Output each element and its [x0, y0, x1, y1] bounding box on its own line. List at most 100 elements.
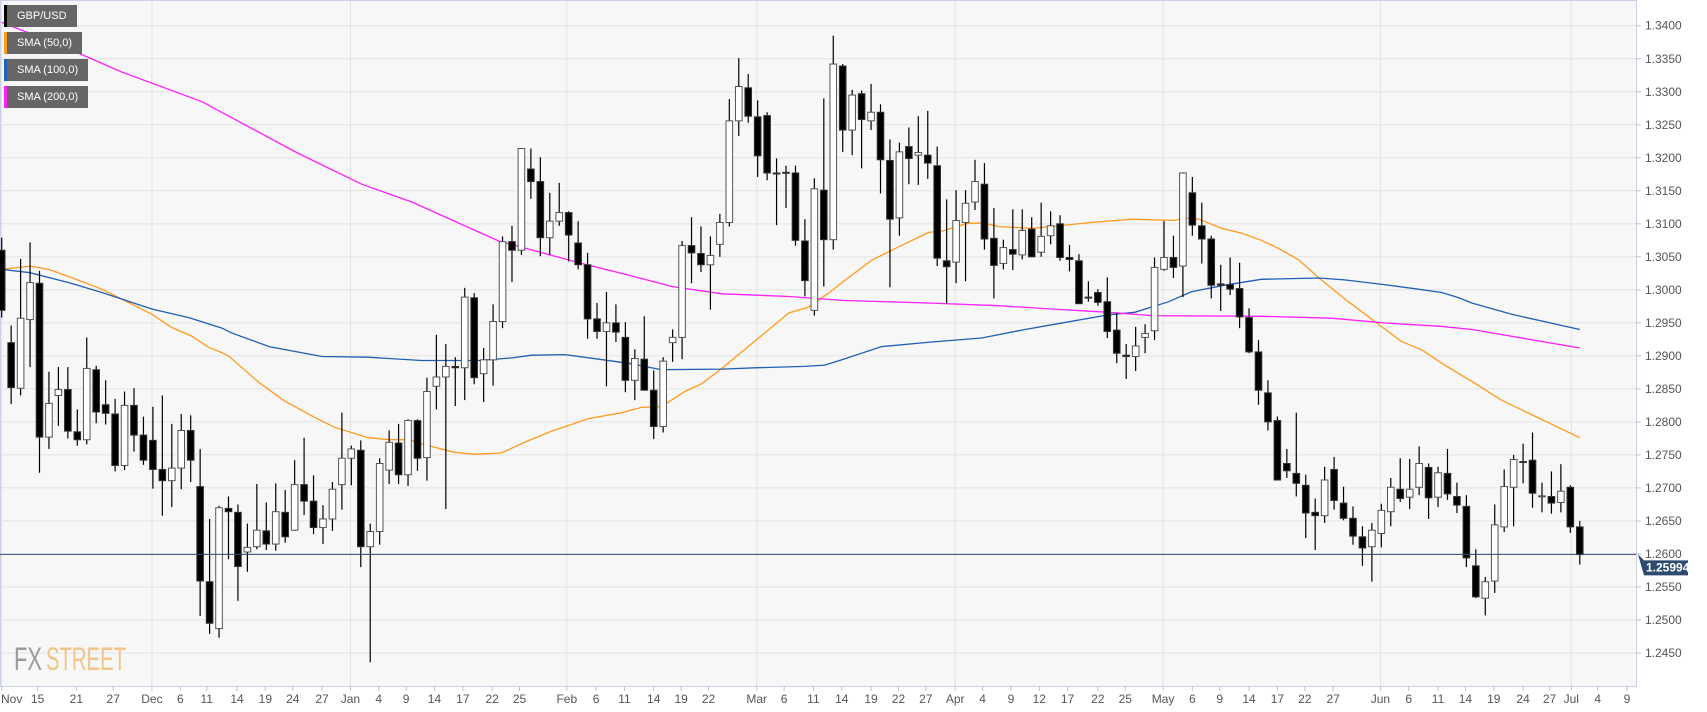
grid-lines [1, 1, 1636, 686]
candle-bullish [442, 343, 450, 510]
candle-bearish [1396, 458, 1405, 502]
candle-bearish [262, 502, 271, 550]
candle-body [1094, 291, 1102, 303]
y-tick-label: 1.3100 [1645, 217, 1682, 231]
candle-body [697, 253, 705, 266]
candle-bearish [876, 104, 885, 194]
x-tick-label: 19 [1487, 692, 1501, 706]
candle-body [0, 249, 6, 311]
candle-body [1575, 526, 1584, 556]
y-tick-label: 1.3150 [1645, 184, 1682, 198]
x-tick-label: 15 [31, 692, 45, 706]
candle-body [687, 245, 696, 254]
candle-bullish [895, 142, 904, 236]
candle-bearish [413, 419, 422, 471]
candle-bearish [1197, 202, 1206, 264]
candle-body [470, 297, 478, 379]
candle-bearish [564, 211, 573, 262]
candle-bearish [101, 380, 110, 425]
candle-body [545, 220, 554, 239]
candle-bullish [867, 83, 875, 131]
candle-body [328, 488, 337, 520]
candle-body [895, 151, 904, 219]
candle-body [1197, 225, 1206, 240]
candle-bearish [801, 219, 809, 297]
candle-body [631, 358, 639, 381]
y-tick-label: 1.3250 [1645, 118, 1682, 132]
candle-bearish [149, 406, 157, 489]
logo-fx: FX [14, 641, 42, 677]
candle-body [668, 336, 677, 344]
candle-body [338, 457, 346, 486]
candle-body [54, 389, 63, 396]
sma-lines [1, 21, 1581, 455]
candle-body [763, 115, 771, 174]
sma-line-200-0 [1, 21, 1580, 349]
candle-body [404, 420, 412, 476]
candle-bearish [508, 225, 516, 282]
legend-item-sma50[interactable]: SMA (50,0) [4, 32, 83, 54]
candle-bearish [451, 357, 460, 407]
candle-bearish [536, 157, 545, 257]
candle-body [16, 317, 25, 389]
candle-body [527, 168, 535, 183]
candle-bearish [621, 322, 630, 393]
candle-bearish [923, 110, 932, 179]
candle-body [602, 322, 611, 332]
candle-bearish [1254, 340, 1263, 405]
candle-body [26, 282, 34, 321]
candle-body [612, 322, 620, 333]
candle-body [857, 93, 866, 121]
candle-bullish [1179, 172, 1187, 298]
legend-color-swatch [4, 5, 7, 27]
x-tick-label: 14 [1242, 692, 1256, 706]
x-tick-label: 19 [259, 692, 273, 706]
last-price-label: 1.25994 [1646, 560, 1690, 574]
candle-bullish [668, 329, 677, 362]
candle-body [1490, 524, 1499, 582]
candle-bullish [498, 236, 507, 329]
x-tick-label: 11 [201, 692, 214, 706]
candle-body [1566, 486, 1575, 528]
legend-label: SMA (200,0) [17, 91, 79, 103]
legend-item-sma200[interactable]: SMA (200,0) [4, 86, 89, 108]
candle-bearish [1339, 486, 1348, 521]
logo-street: STREET [46, 641, 126, 677]
candle-body [394, 442, 403, 476]
candle-bullish [999, 239, 1008, 270]
x-tick-label: Nov [1, 692, 22, 706]
candle-body [262, 530, 271, 545]
legend-item-gbpusd[interactable]: GBP/USD [4, 5, 77, 27]
candle-body [1018, 229, 1027, 256]
candle-bearish [1103, 277, 1112, 339]
candle-body [1519, 461, 1527, 464]
x-tick-label: 27 [107, 692, 121, 706]
y-tick-label: 1.2750 [1645, 448, 1682, 462]
candle-bullish [423, 377, 431, 481]
candle-bullish [1150, 257, 1159, 341]
candle-body [886, 159, 894, 220]
candle-bearish [905, 127, 913, 185]
candle-body [423, 391, 431, 459]
candle-bullish [366, 523, 375, 663]
legend-label: SMA (100,0) [17, 64, 79, 76]
candle-bullish [1141, 324, 1149, 354]
candle-bearish [980, 163, 989, 250]
candle-bearish [1122, 343, 1130, 379]
candle-body [111, 413, 119, 466]
x-tick-label: 6 [593, 692, 600, 706]
x-tick-label: 27 [1543, 692, 1557, 706]
y-tick-label: 1.3300 [1645, 85, 1682, 99]
candle-bullish [319, 505, 327, 545]
candle-body [451, 365, 460, 369]
candle-body [432, 376, 441, 387]
x-tick-label: 4 [1594, 692, 1601, 706]
legend-label: GBP/USD [17, 10, 67, 22]
x-tick-label: 25 [513, 692, 527, 706]
legend-item-sma100[interactable]: SMA (100,0) [4, 59, 89, 81]
candle-body [45, 402, 53, 438]
candle-bearish [205, 518, 214, 634]
candle-body [442, 365, 450, 378]
candle-bullish [1500, 469, 1508, 533]
y-tick-label: 1.2700 [1645, 481, 1682, 495]
